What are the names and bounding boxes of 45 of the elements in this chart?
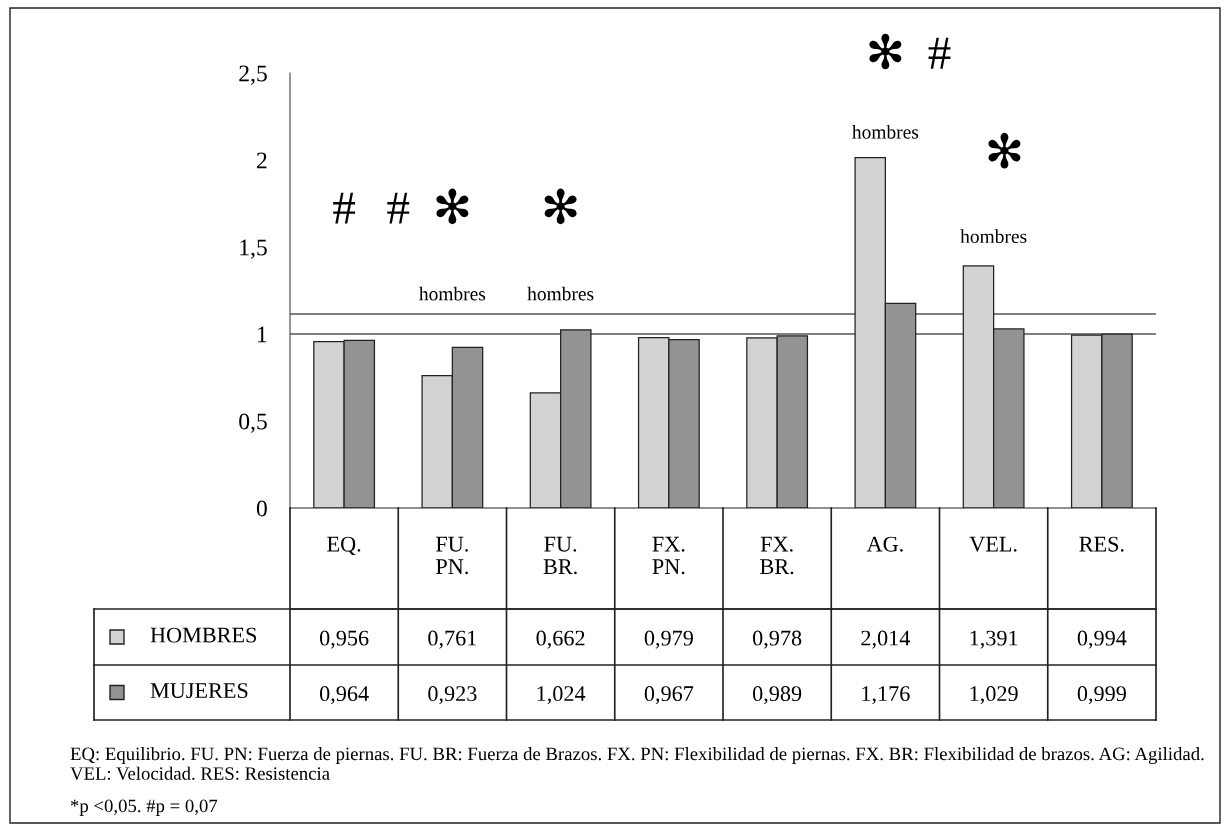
data-label: 0,989 (752, 686, 802, 705)
annotation: # (387, 192, 410, 224)
x-tick-label: FX. BR. (760, 536, 794, 575)
x-tick-label: EQ. (327, 536, 361, 556)
x-tick-label: FU. PN. (436, 536, 468, 575)
x-tick-label: RES. (1079, 536, 1124, 552)
data-label: 0,978 (752, 630, 802, 649)
text: EQ: Equilibrio. FU. PN: Fuerza de piernas. FU. BR: Fuerza de Brazos. FX. PN: Flexibilidad de piernas. FX. BR: Flexibilidad de brazos. AG: Agilidad. VEL: Velocidad. RES: Resistencia (70, 747, 1204, 780)
data-label: 1,024 (537, 686, 586, 705)
annotation: ✻ (436, 188, 469, 225)
annotation: hombres (852, 124, 919, 139)
annotation: hombres (960, 229, 1027, 244)
data-label: 0,964 (319, 686, 369, 705)
data-label: 1,029 (970, 686, 1018, 705)
annotation: hombres (419, 286, 486, 301)
annotation: # (333, 192, 356, 224)
legend-label: MUJERES (150, 683, 248, 699)
data-label: 0,967 (644, 686, 694, 705)
y-tick-label: 2 (257, 152, 267, 169)
x-tick-label: VEL. (969, 536, 1017, 552)
text: # (928, 37, 951, 69)
data-label: 0,999 (1077, 686, 1126, 705)
annotation: ✻ (544, 188, 577, 225)
data-label: 2,014 (861, 630, 911, 649)
data-label: 0,994 (1077, 630, 1127, 649)
data-label: 0,761 (428, 630, 477, 649)
data-label: 0,956 (319, 630, 369, 649)
y-tick-label: 2,5 (239, 65, 267, 85)
x-tick-label: FU. BR. (543, 536, 577, 575)
data-label: 0,923 (428, 686, 477, 705)
x-tick-label: AG. (866, 536, 903, 552)
text: *p <0,05. #p = 0,07 (70, 799, 218, 816)
legend-label: HOMBRES (150, 627, 257, 643)
y-tick-label: 1,5 (240, 239, 267, 259)
annotation: ✻ (988, 132, 1021, 169)
x-tick-label: FX. PN. (652, 536, 685, 575)
text: ✻ (869, 33, 902, 70)
data-label: 1,391 (970, 630, 1018, 649)
y-tick-label: 0,5 (239, 413, 267, 433)
data-label: 0,979 (644, 630, 693, 649)
annotation: hombres (527, 286, 594, 301)
y-tick-label: 0 (256, 500, 267, 517)
data-label: 0,662 (536, 630, 585, 649)
data-label: 1,176 (862, 686, 910, 705)
y-tick-label: 1 (258, 326, 267, 343)
